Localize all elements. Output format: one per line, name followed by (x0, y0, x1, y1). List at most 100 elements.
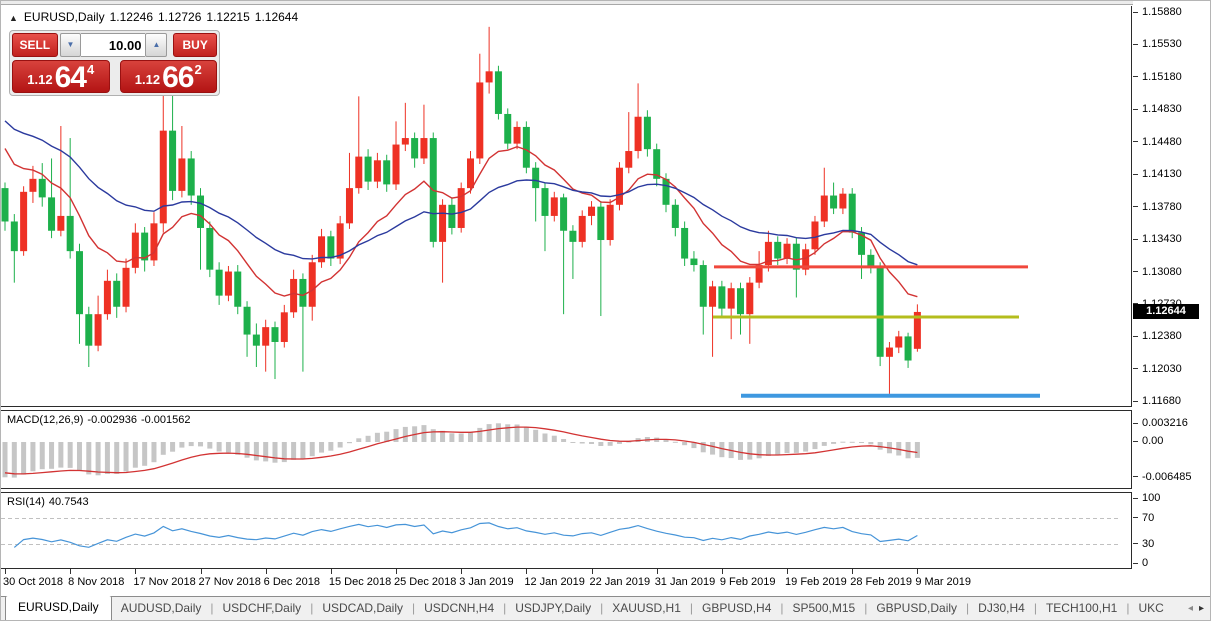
tab-separator: | (1126, 601, 1130, 615)
axis-tick (1133, 336, 1138, 337)
chart-tabs: EURUSD,Daily AUDUSD,Daily | USDCHF,Daily | US… (1, 596, 1184, 620)
tabs-scroll-right-icon[interactable]: ▸ (1198, 603, 1204, 614)
time-axis-tick (721, 569, 723, 574)
axis-tick (1133, 12, 1138, 13)
volume-increase-button[interactable]: ▲ (145, 33, 168, 57)
tab-sp500-m15[interactable]: SP500,M15 (792, 601, 856, 615)
price-axis[interactable]: 1.15880 1.15530 1.15180 1.14830 1.14480 1.141… (1133, 1, 1210, 596)
price-axis-label: 1.14830 (1142, 103, 1182, 116)
tab-audusd-daily[interactable]: AUDUSD,Daily (120, 601, 202, 615)
tab-usdcad-daily[interactable]: USDCAD,Daily (322, 601, 403, 615)
tab-separator: | (412, 601, 416, 615)
axis-tick (1133, 401, 1138, 402)
axis-tick (1133, 206, 1138, 207)
axis-tick (1133, 563, 1138, 564)
time-axis-label: 9 Mar 2019 (915, 576, 972, 588)
tab-usdchf-daily[interactable]: USDCHF,Daily (222, 601, 302, 615)
time-axis-label: 6 Dec 2018 (263, 576, 320, 588)
time-axis-tick (787, 569, 789, 574)
window-top-strip (1, 1, 1210, 5)
axis-tick (1133, 109, 1138, 110)
price-axis-label: 100 (1142, 492, 1161, 504)
time-axis-tick (396, 569, 398, 574)
time-axis-label: 9 Feb 2019 (719, 576, 776, 588)
axis-tick (1133, 271, 1138, 272)
sell-price-prefix: 1.12 (27, 72, 53, 87)
tab-separator: | (1033, 601, 1037, 615)
buy-price-box[interactable]: 1.12 66 2 (119, 60, 217, 93)
tab-usdcnh-h4[interactable]: USDCNH,H4 (424, 601, 495, 615)
price-axis-label: 0.00 (1142, 435, 1164, 447)
price-axis-label: 1.15180 (1142, 70, 1182, 83)
price-axis-label: 1.14480 (1142, 135, 1182, 148)
tab-gbpusd-daily[interactable]: GBPUSD,Daily (876, 601, 958, 615)
buy-price-prefix: 1.12 (134, 72, 161, 87)
axis-tick (1133, 543, 1138, 544)
symbol-name: EURUSD,Daily (23, 10, 105, 24)
time-axis[interactable]: 30 Oct 2018 8 Nov 2018 17 Nov 2018 27 Nov 2… (1, 569, 1132, 596)
main-chart-canvas[interactable] (1, 6, 1132, 412)
macd-indicator-panel: MACD(12,26,9) -0.002936 -0.001562 (1, 410, 1132, 489)
axis-tick (1133, 239, 1138, 240)
time-axis-label: 27 Nov 2018 (198, 576, 261, 588)
collapse-marker-icon[interactable]: ▲ (9, 13, 18, 23)
rsi-indicator-panel: RSI(14) 40.7543 (1, 492, 1132, 569)
sell-button[interactable]: SELL (12, 33, 58, 57)
tab-separator: | (780, 601, 784, 615)
time-axis-tick (656, 569, 658, 574)
time-axis-label: 31 Jan 2019 (654, 576, 716, 588)
sell-price-box[interactable]: 1.12 64 4 (12, 60, 110, 93)
tab-separator: | (210, 601, 214, 615)
time-axis-tick (265, 569, 267, 574)
time-axis-label: 25 Dec 2018 (394, 576, 457, 588)
price-axis-label: 0.003216 (1142, 417, 1188, 430)
time-axis-label: 22 Jan 2019 (589, 576, 651, 588)
macd-label: MACD(12,26,9) -0.002936 -0.001562 (7, 414, 191, 426)
last-price-tag: 1.12644 (1133, 304, 1199, 320)
tab-gbpusd-h4[interactable]: GBPUSD,H4 (702, 601, 772, 615)
time-axis-tick (135, 569, 137, 574)
price-axis-label: 1.14130 (1142, 168, 1182, 181)
tab-ukc[interactable]: UKC (1138, 601, 1164, 615)
time-axis-label: 8 Nov 2018 (68, 576, 125, 588)
axis-tick (1133, 303, 1138, 304)
symbol-ohlc-header: ▲ EURUSD,Daily 1.12246 1.12726 1.12215 1.1264… (9, 10, 303, 24)
tab-usdjpy-daily[interactable]: USDJPY,Daily (515, 601, 592, 615)
price-axis-label: 1.13430 (1142, 233, 1182, 246)
tab-separator: | (503, 601, 507, 615)
price-axis-label: 1.11680 (1142, 395, 1181, 408)
time-axis-label: 28 Feb 2019 (850, 576, 912, 588)
tab-xauusd-h1[interactable]: XAUUSD,H1 (612, 601, 681, 615)
time-axis-tick (852, 569, 854, 574)
time-axis-tick (5, 569, 6, 574)
rsi-label: RSI(14) 40.7543 (7, 496, 89, 508)
price-axis-label: -0.006485 (1142, 470, 1192, 483)
tab-tech100-h1[interactable]: TECH100,H1 (1045, 601, 1118, 615)
time-axis-tick (461, 569, 463, 574)
axis-tick (1133, 498, 1138, 499)
volume-input[interactable] (81, 33, 146, 57)
tab-separator: | (689, 601, 694, 615)
price-chart-panel: ▲ EURUSD,Daily 1.12246 1.12726 1.12215 1.1264… (1, 6, 1132, 407)
axis-tick (1133, 441, 1138, 442)
rsi-chart-canvas[interactable] (1, 493, 1132, 573)
tab-separator: | (864, 601, 868, 615)
buy-button[interactable]: BUY (173, 33, 218, 57)
volume-decrease-button[interactable]: ▼ (59, 33, 82, 57)
time-axis-label: 3 Jan 2019 (459, 576, 514, 588)
axis-tick (1133, 423, 1138, 424)
ohlc-open: 1.12246 (109, 10, 153, 24)
price-axis-label: 1.15880 (1142, 6, 1182, 18)
axis-tick (1133, 141, 1138, 142)
ohlc-high: 1.12726 (158, 10, 202, 24)
time-axis-tick (917, 569, 919, 574)
tabs-scroll-left-icon[interactable]: ◂ (1187, 603, 1193, 614)
chart-tab-bar: EURUSD,Daily AUDUSD,Daily | USDCHF,Daily | US… (1, 596, 1210, 620)
axis-tick (1133, 368, 1138, 369)
tab-dj30-h4[interactable]: DJ30,H4 (978, 601, 1025, 615)
tab-eurusd-daily[interactable]: EURUSD,Daily (5, 596, 112, 620)
macd-chart-canvas[interactable] (1, 411, 1132, 493)
time-axis-label: 17 Nov 2018 (133, 576, 196, 588)
